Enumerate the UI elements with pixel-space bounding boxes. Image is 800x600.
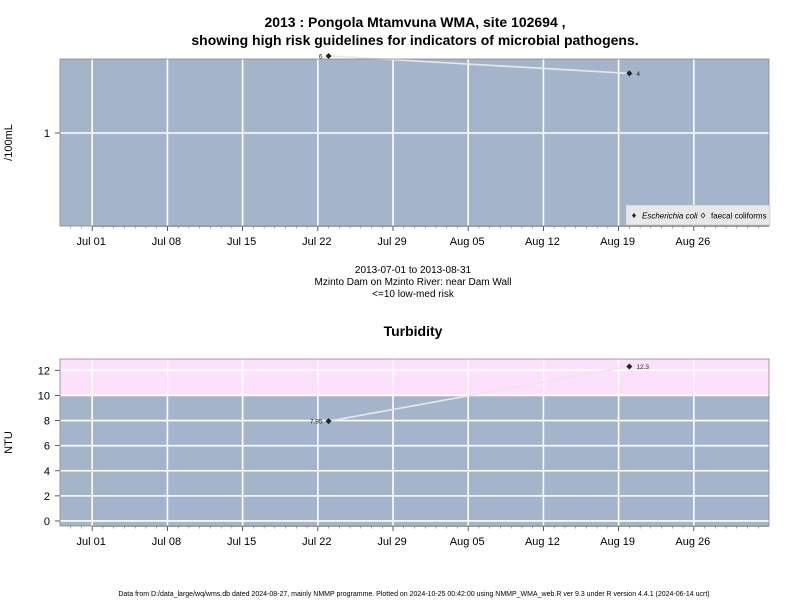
x-tick-label: Jul 08 (152, 236, 181, 248)
caption-date-range: 2013-07-01 to 2013-08-31 (355, 265, 472, 276)
footer-note: Data from D:/data_large/wq/wms.db dated … (118, 591, 709, 598)
x-tick-label: Jul 08 (152, 536, 181, 548)
legend: Escherichia coli faecal coliforms (625, 204, 771, 226)
caption-site: Mzinto Dam on Mzinto River: near Dam Wal… (315, 277, 512, 288)
turbidity-risk-band (60, 359, 769, 396)
legend-ecoli-label: Escherichia coli (642, 212, 698, 221)
data-label: 4 (636, 71, 640, 78)
x-tick-label: Jul 15 (227, 236, 256, 248)
x-tick-label: Jul 29 (377, 236, 406, 248)
x-tick-label: Aug 26 (675, 236, 710, 248)
x-tick-label: Aug 12 (525, 536, 560, 548)
x-tick-label: Jul 29 (377, 536, 406, 548)
x-tick-label: Jul 22 (302, 236, 331, 248)
microbial-plot-background (60, 59, 769, 226)
data-point (325, 418, 332, 425)
legend-faecal-label: faecal coliforms (711, 212, 767, 221)
legend-ecoli-marker (632, 213, 636, 218)
turbidity-title: Turbidity (384, 323, 443, 339)
microbial-y-axis-label: /100mL (3, 124, 15, 161)
data-label: 7.95 (310, 419, 323, 426)
turbidity-y-axis-label: NTU (3, 431, 15, 454)
turbidity-plot-frame (59, 358, 770, 527)
y-tick-label: 1 (44, 128, 50, 140)
caption-risk: <=10 low-med risk (372, 289, 455, 300)
y-tick-label: 0 (44, 516, 50, 528)
legend-faecal-marker (700, 212, 706, 219)
data-point (325, 52, 332, 59)
y-tick-label: 2 (44, 491, 50, 503)
x-tick-label: Aug 05 (450, 536, 485, 548)
x-tick-label: Aug 12 (525, 236, 560, 248)
data-label: 6 (319, 53, 323, 60)
x-tick-label: Aug 05 (450, 236, 485, 248)
data-point (626, 70, 633, 77)
y-tick-label: 12 (38, 365, 50, 377)
x-tick-label: Aug 19 (600, 236, 635, 248)
y-tick-label: 6 (44, 441, 50, 453)
y-tick-label: 10 (38, 390, 50, 402)
x-tick-label: Jul 15 (227, 536, 256, 548)
x-tick-label: Aug 26 (675, 536, 710, 548)
series-line (328, 365, 630, 422)
x-tick-label: Jul 01 (77, 236, 106, 248)
microbial-panel: Jul 01 Jul 08 Jul 15 Jul 22 Jul 29 Aug 05 Aug … (3, 52, 771, 248)
x-tick-label: Jul 22 (302, 536, 331, 548)
x-tick-label: Aug 19 (600, 536, 635, 548)
chart-subtitle: showing high risk guidelines for indicat… (191, 32, 638, 48)
data-label: 12.3 (636, 364, 649, 371)
turbidity-panel: Jul 01 Jul 08 Jul 15 Jul 22 Jul 29 Aug 05 Aug … (3, 358, 770, 548)
y-tick-label: 4 (44, 466, 50, 478)
chart-title: 2013 : Pongola Mtamvuna WMA, site 102694… (264, 14, 565, 30)
microbial-plot-frame (59, 58, 770, 227)
data-point (626, 363, 633, 370)
y-tick-label: 8 (44, 416, 50, 428)
x-tick-label: Jul 01 (77, 536, 106, 548)
